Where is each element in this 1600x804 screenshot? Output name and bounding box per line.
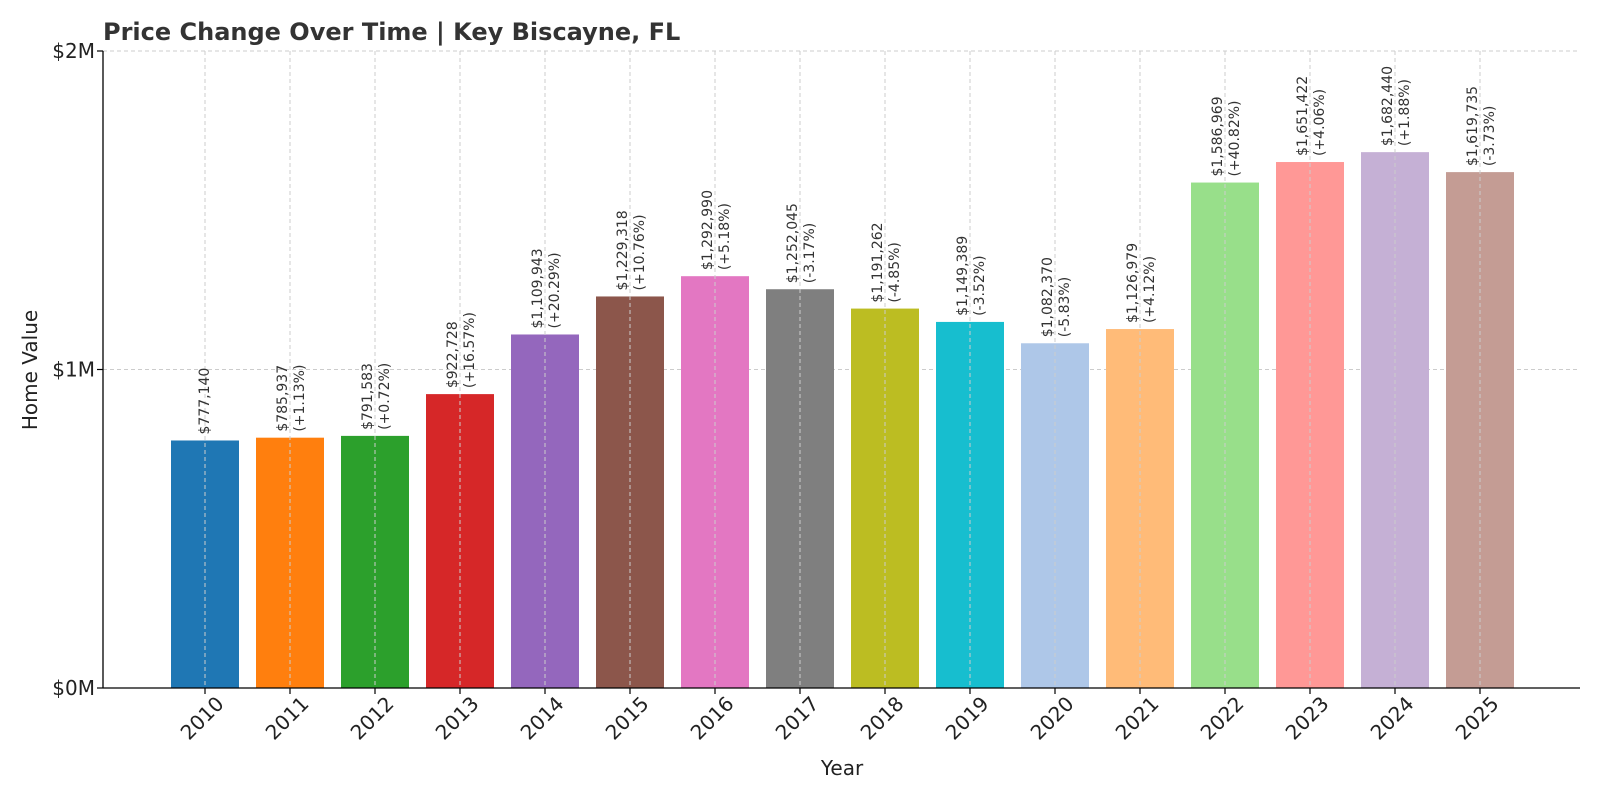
y-tick-label: $0M xyxy=(52,676,95,700)
data-label-value: $1,252,045 xyxy=(785,203,801,283)
x-tick-label: 2020 xyxy=(1026,692,1079,745)
data-label-value: $1,682,440 xyxy=(1380,66,1396,146)
data-label-value: $1,229,318 xyxy=(615,210,631,290)
x-tick-label: 2013 xyxy=(431,692,484,745)
data-label-change: (+16.57%) xyxy=(462,312,478,388)
bar-2012 xyxy=(341,435,409,688)
x-tick-label: 2017 xyxy=(771,692,824,745)
x-tick-label: 2018 xyxy=(856,692,909,745)
data-label-value: $1,126,979 xyxy=(1125,243,1141,323)
x-tick-label: 2012 xyxy=(346,692,399,745)
data-label-change: (+1.88%) xyxy=(1397,79,1413,146)
data-label-change: (-3.17%) xyxy=(802,223,818,283)
x-tick-label: 2024 xyxy=(1366,692,1419,745)
data-label-change: (+4.12%) xyxy=(1142,256,1158,323)
bar-2022 xyxy=(1191,182,1259,689)
data-label-value: $785,937 xyxy=(275,365,291,432)
data-label-change: (+1.13%) xyxy=(292,365,308,432)
x-tick-label: 2015 xyxy=(601,692,654,745)
data-label-change: (-4.85%) xyxy=(887,242,903,302)
data-label-change: (+4.06%) xyxy=(1312,89,1328,156)
grid-layer xyxy=(103,50,1580,370)
data-label-change: (+40.82%) xyxy=(1227,101,1243,177)
x-tick-label: 2016 xyxy=(686,692,739,745)
x-tick-label: 2014 xyxy=(516,692,569,745)
data-label-value: $922,728 xyxy=(445,321,461,388)
y-axis-label: Home Value xyxy=(18,310,42,430)
data-label-value: $1,586,969 xyxy=(1210,96,1226,176)
data-label-change: (-3.73%) xyxy=(1482,106,1498,166)
vertical-grid-layer xyxy=(204,51,1481,688)
x-tick-label: 2019 xyxy=(941,692,994,745)
data-label-change: (-3.52%) xyxy=(972,255,988,315)
x-tick-label: 2023 xyxy=(1281,692,1334,745)
data-label-change: (-5.83%) xyxy=(1057,277,1073,337)
x-tick-label: 2022 xyxy=(1196,692,1249,745)
x-tick-label: 2021 xyxy=(1111,692,1164,745)
data-label-value: $1,292,990 xyxy=(700,190,716,270)
x-tick-label: 2011 xyxy=(261,692,314,745)
data-label-value: $1,109,943 xyxy=(530,248,546,328)
x-axis-label: Year xyxy=(820,756,864,780)
bar-2018 xyxy=(851,308,919,688)
data-label-value: $791,583 xyxy=(360,363,376,430)
data-label-value: $1,082,370 xyxy=(1040,257,1056,337)
y-tick-label: $1M xyxy=(52,358,95,382)
data-label-layer: $777,140 $785,937 (+1.13%) $791,583 (+0.72%)… xyxy=(197,66,1498,435)
data-label-change: (+10.76%) xyxy=(632,214,648,290)
bar-layer xyxy=(171,152,1514,689)
x-tick-label: 2010 xyxy=(176,692,229,745)
data-label-change: (+20.29%) xyxy=(547,252,563,328)
data-label-value: $1,651,422 xyxy=(1295,76,1311,156)
chart-title: Price Change Over Time | Key Biscayne, F… xyxy=(103,18,680,46)
bar-2014 xyxy=(511,334,579,688)
data-label-value: $777,140 xyxy=(197,368,213,435)
data-label-value: $1,619,735 xyxy=(1465,86,1481,166)
data-label-change: (+0.72%) xyxy=(377,363,393,430)
y-tick-label: $2M xyxy=(52,39,95,63)
data-label-value: $1,191,262 xyxy=(870,222,886,302)
data-label-value: $1,149,389 xyxy=(955,236,971,316)
data-label-change: (+5.18%) xyxy=(717,203,733,270)
x-tick-label: 2025 xyxy=(1451,692,1504,745)
